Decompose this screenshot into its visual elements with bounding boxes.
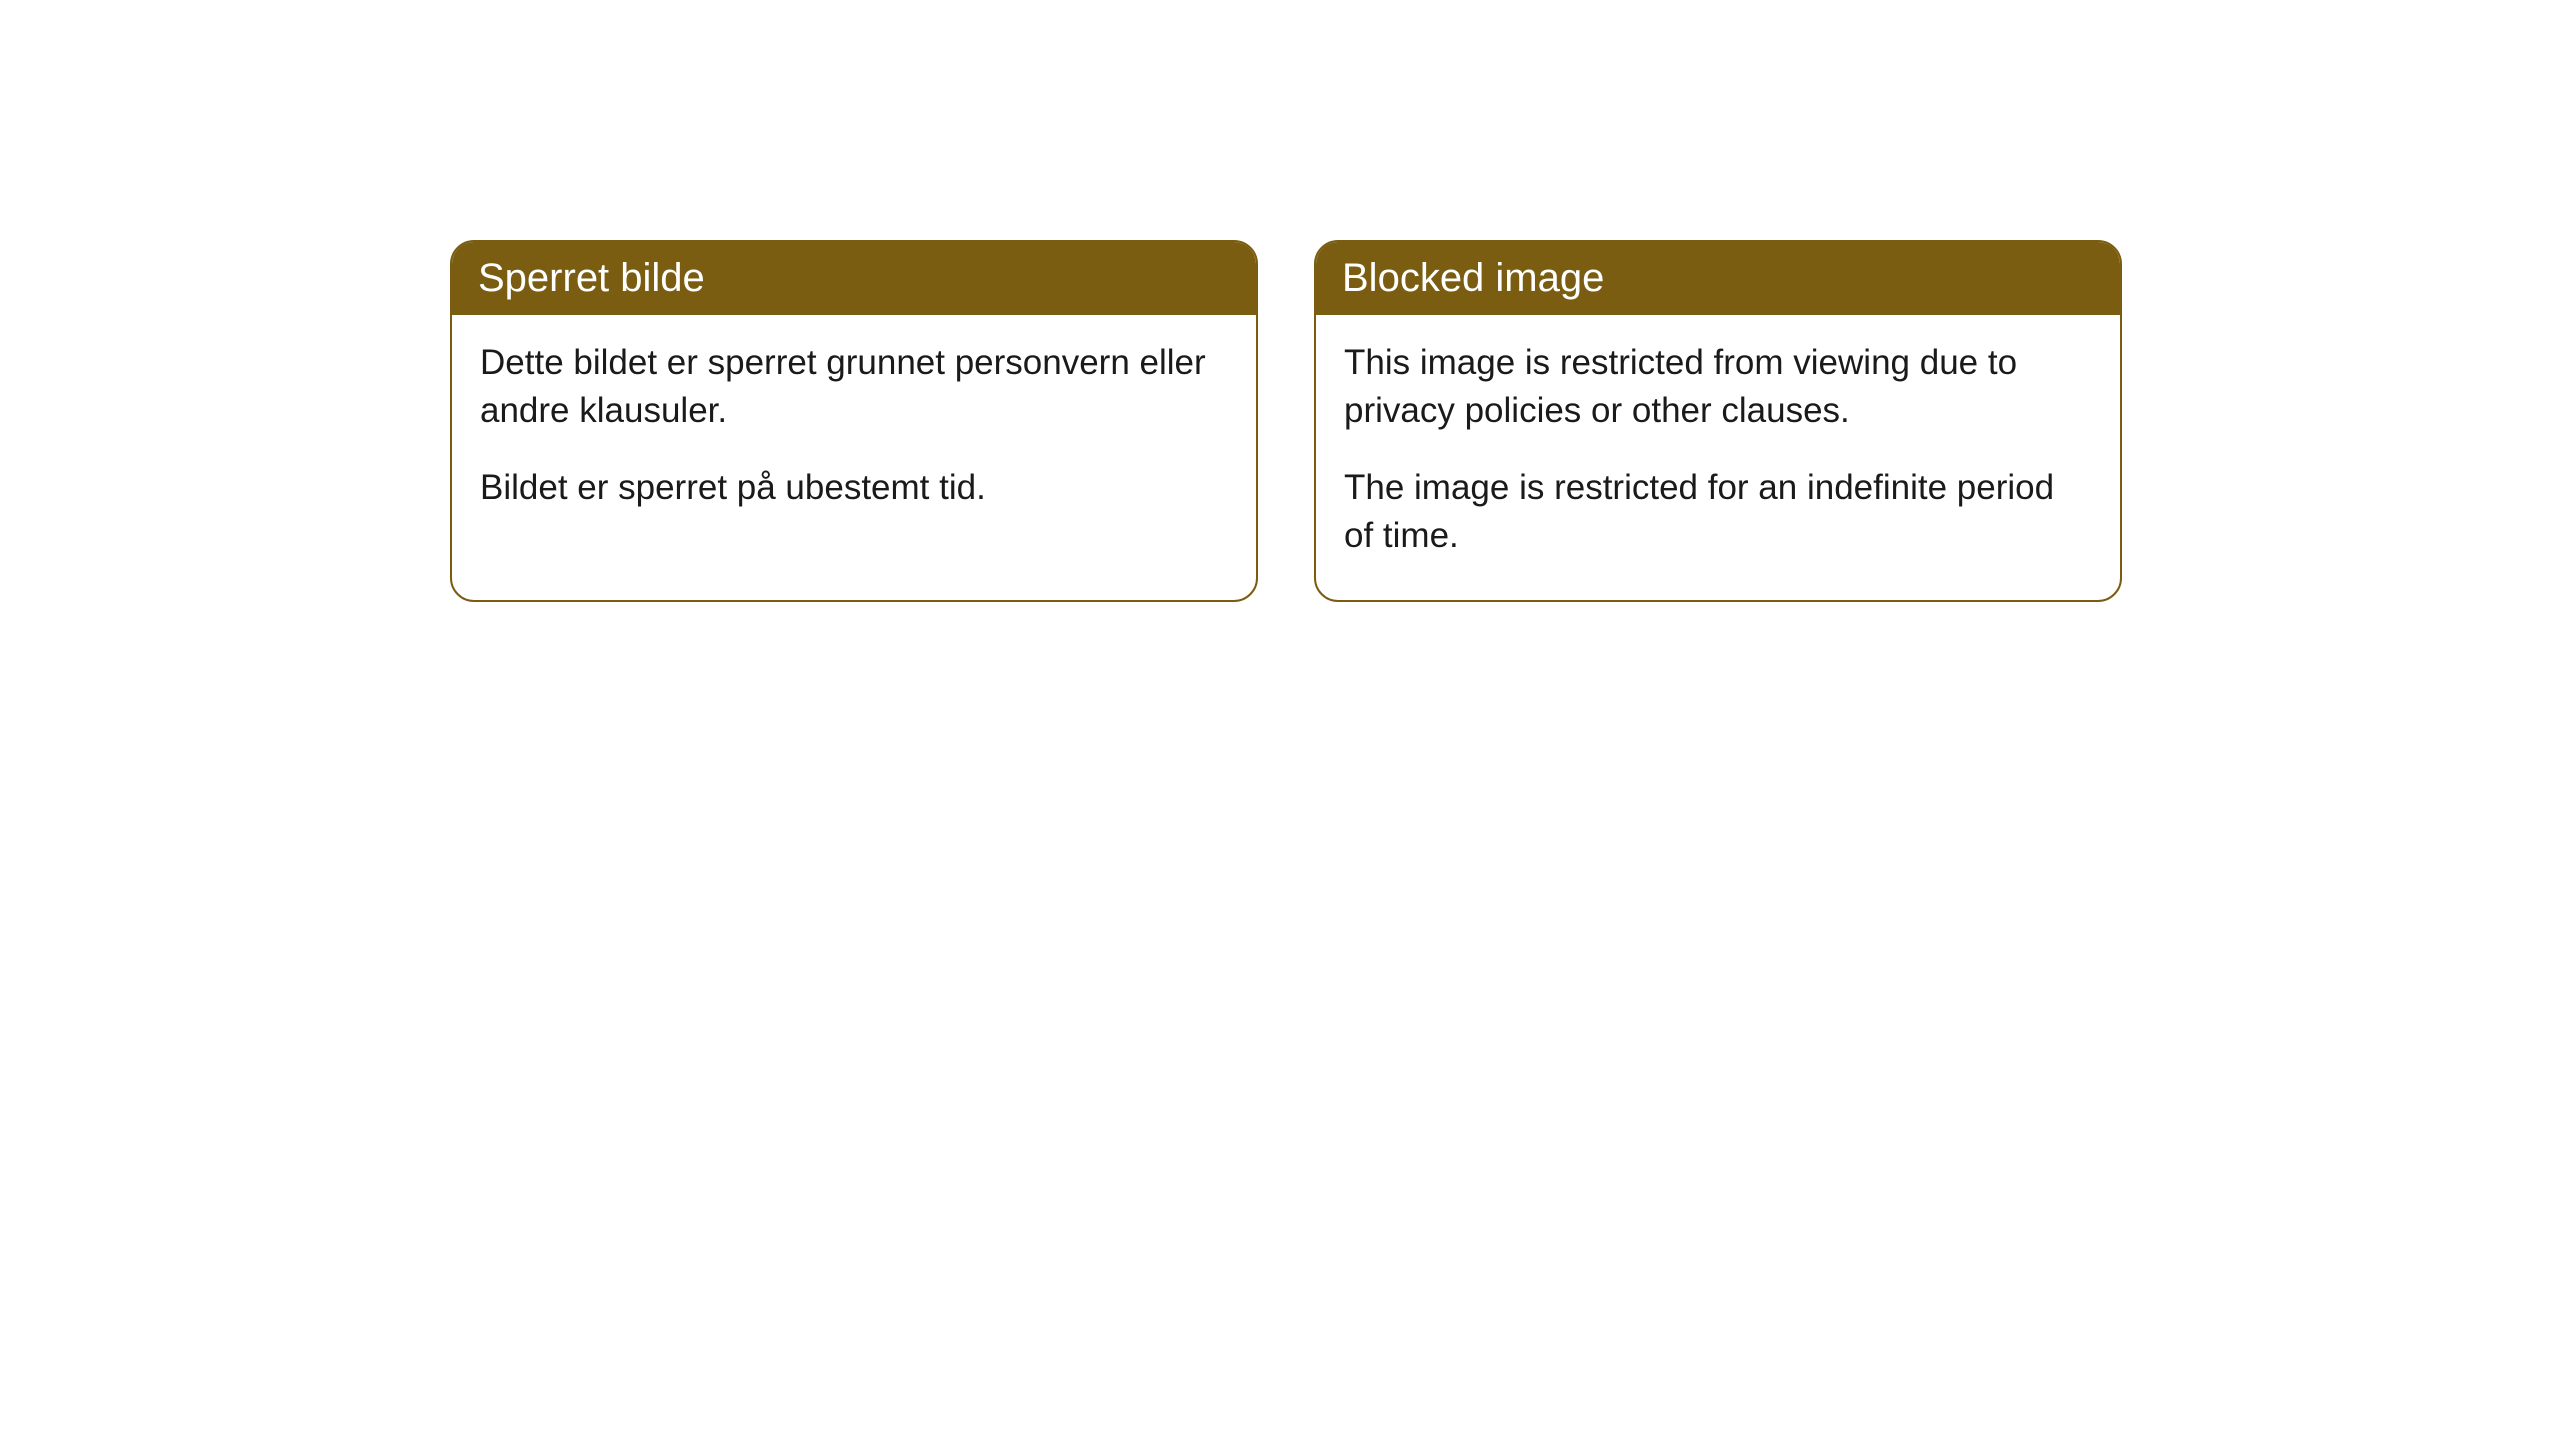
card-body: This image is restricted from viewing du… bbox=[1316, 315, 2120, 600]
blocked-image-card-english: Blocked image This image is restricted f… bbox=[1314, 240, 2122, 602]
card-paragraph: Bildet er sperret på ubestemt tid. bbox=[480, 464, 1228, 512]
card-paragraph: This image is restricted from viewing du… bbox=[1344, 339, 2092, 436]
card-title: Sperret bilde bbox=[452, 242, 1256, 315]
card-body: Dette bildet er sperret grunnet personve… bbox=[452, 315, 1256, 552]
blocked-image-card-norwegian: Sperret bilde Dette bildet er sperret gr… bbox=[450, 240, 1258, 602]
card-title: Blocked image bbox=[1316, 242, 2120, 315]
notice-cards-container: Sperret bilde Dette bildet er sperret gr… bbox=[0, 0, 2560, 602]
card-paragraph: Dette bildet er sperret grunnet personve… bbox=[480, 339, 1228, 436]
card-paragraph: The image is restricted for an indefinit… bbox=[1344, 464, 2092, 561]
